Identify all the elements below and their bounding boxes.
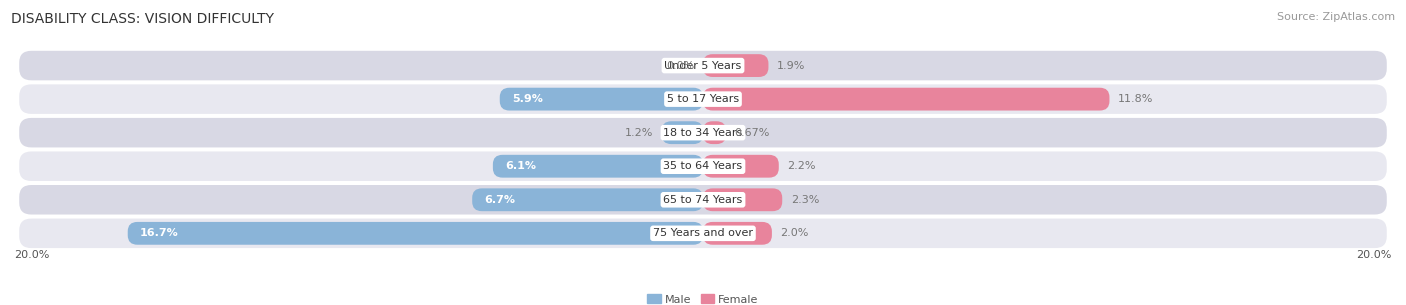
Text: 35 to 64 Years: 35 to 64 Years — [664, 161, 742, 171]
Text: 75 Years and over: 75 Years and over — [652, 228, 754, 238]
Text: 20.0%: 20.0% — [14, 250, 49, 260]
Legend: Male, Female: Male, Female — [643, 290, 763, 305]
Text: DISABILITY CLASS: VISION DIFFICULTY: DISABILITY CLASS: VISION DIFFICULTY — [11, 12, 274, 26]
Text: 18 to 34 Years: 18 to 34 Years — [664, 128, 742, 138]
Text: Under 5 Years: Under 5 Years — [665, 61, 741, 70]
Text: 6.1%: 6.1% — [505, 161, 536, 171]
Text: 20.0%: 20.0% — [1357, 250, 1392, 260]
Text: 5.9%: 5.9% — [512, 94, 543, 104]
FancyBboxPatch shape — [20, 118, 1386, 147]
Text: Source: ZipAtlas.com: Source: ZipAtlas.com — [1277, 12, 1395, 22]
Text: 11.8%: 11.8% — [1118, 94, 1153, 104]
Text: 6.7%: 6.7% — [484, 195, 515, 205]
Text: 0.67%: 0.67% — [735, 128, 770, 138]
Text: 0.0%: 0.0% — [666, 61, 695, 70]
FancyBboxPatch shape — [703, 222, 772, 245]
FancyBboxPatch shape — [20, 185, 1386, 214]
Text: 1.9%: 1.9% — [778, 61, 806, 70]
FancyBboxPatch shape — [494, 155, 703, 178]
FancyBboxPatch shape — [662, 121, 703, 144]
FancyBboxPatch shape — [20, 51, 1386, 80]
FancyBboxPatch shape — [128, 222, 703, 245]
Text: 1.2%: 1.2% — [624, 128, 652, 138]
FancyBboxPatch shape — [472, 188, 703, 211]
FancyBboxPatch shape — [20, 219, 1386, 248]
Text: 16.7%: 16.7% — [139, 228, 179, 238]
FancyBboxPatch shape — [703, 88, 1109, 110]
Text: 2.2%: 2.2% — [787, 161, 815, 171]
FancyBboxPatch shape — [703, 121, 725, 144]
Text: 2.0%: 2.0% — [780, 228, 808, 238]
FancyBboxPatch shape — [20, 84, 1386, 114]
FancyBboxPatch shape — [20, 152, 1386, 181]
Text: 5 to 17 Years: 5 to 17 Years — [666, 94, 740, 104]
FancyBboxPatch shape — [703, 54, 769, 77]
FancyBboxPatch shape — [499, 88, 703, 110]
FancyBboxPatch shape — [703, 188, 782, 211]
FancyBboxPatch shape — [703, 155, 779, 178]
Text: 2.3%: 2.3% — [790, 195, 820, 205]
Text: 65 to 74 Years: 65 to 74 Years — [664, 195, 742, 205]
